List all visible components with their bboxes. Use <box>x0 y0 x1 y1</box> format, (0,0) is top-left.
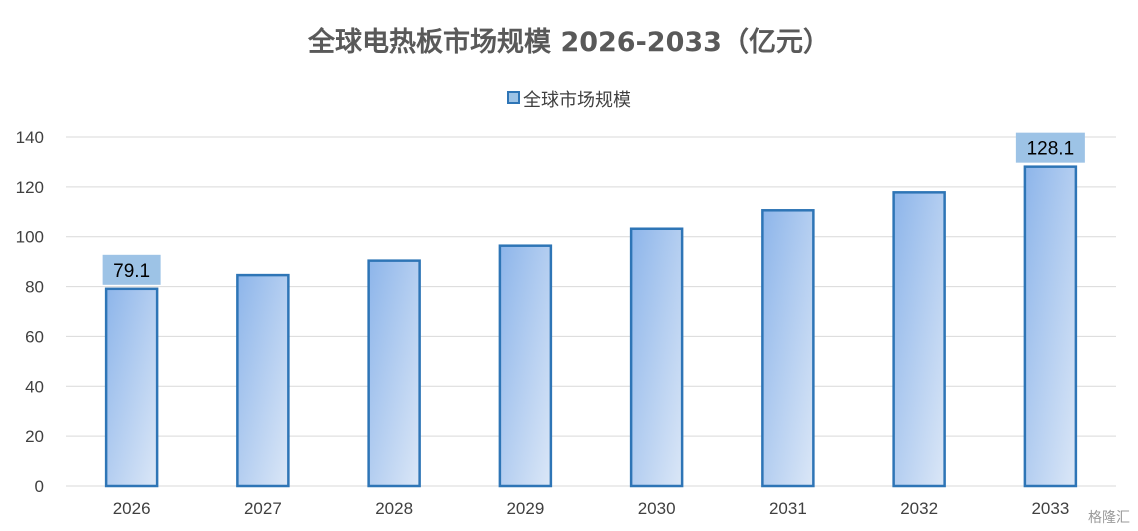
y-tick-label: 140 <box>16 128 44 147</box>
x-tick-label: 2031 <box>769 499 807 518</box>
legend-label: 全球市场规模 <box>523 90 631 111</box>
x-tick-label: 2026 <box>113 499 151 518</box>
chart-title: 全球电热板市场规模 2026-2033（亿元） <box>308 27 830 58</box>
y-tick-label: 0 <box>35 477 44 496</box>
bar-2026 <box>104 287 159 488</box>
watermark: 格隆汇 <box>1088 510 1130 526</box>
y-tick-label: 80 <box>25 278 44 297</box>
y-tick-label: 60 <box>25 327 44 346</box>
data-label-2033: 128.1 <box>1027 139 1075 160</box>
y-tick-label: 120 <box>16 178 44 197</box>
bar-2033 <box>1023 165 1078 488</box>
legend-swatch <box>507 90 520 104</box>
bar-2029 <box>498 244 553 488</box>
y-tick-label: 20 <box>25 427 44 446</box>
bar-2032 <box>892 191 946 488</box>
x-tick-label: 2032 <box>900 499 938 518</box>
bar-2031 <box>761 209 815 488</box>
x-tick-label: 2029 <box>506 499 544 518</box>
bar-2027 <box>236 273 290 488</box>
legend: 全球市场规模 <box>0 86 1138 112</box>
y-tick-label: 100 <box>16 228 44 247</box>
data-label-box-2033 <box>1015 132 1085 163</box>
y-tick-label: 40 <box>25 377 44 396</box>
x-tick-label: 2030 <box>638 499 676 518</box>
x-tick-label: 2027 <box>244 499 282 518</box>
bar-2030 <box>629 227 684 488</box>
x-tick-label: 2028 <box>375 499 413 518</box>
bar-2028 <box>367 259 421 488</box>
data-label-box-2026 <box>102 254 161 285</box>
x-tick-label: 2033 <box>1031 499 1069 518</box>
data-label-2026: 79.1 <box>113 261 150 282</box>
